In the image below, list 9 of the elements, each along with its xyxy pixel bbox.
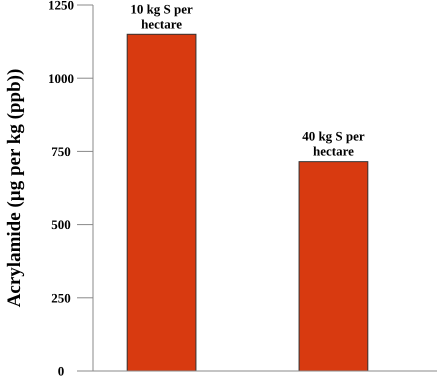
y-axis-title: Acrylamide (µg per kg (ppb)) [4,68,25,308]
y-tick-label: 1000 [48,70,74,86]
y-tick-label: 0 [58,364,64,377]
y-tick-label: 500 [51,217,71,232]
y-tick-label: 1250 [48,0,74,13]
y-tick-label: 750 [51,144,71,159]
x-tick-label: 10 kg S per hectare [130,1,194,32]
y-tick-label: 250 [51,290,71,306]
x-tick-label: 40 kg S per hectare [302,128,365,159]
